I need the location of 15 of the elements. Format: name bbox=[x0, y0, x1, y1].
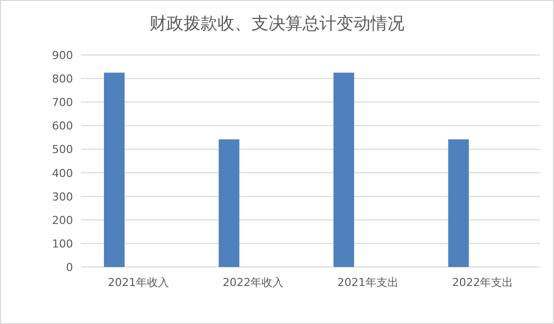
y-tick-label: 300 bbox=[52, 190, 73, 204]
y-tick-label: 100 bbox=[52, 237, 73, 250]
x-tick-label: 2021年支出 bbox=[337, 276, 398, 289]
x-tick-label: 2022年收入 bbox=[222, 276, 284, 289]
y-tick-label: 800 bbox=[52, 72, 73, 86]
chart-title: 财政拨款收、支决算总计变动情况 bbox=[150, 14, 404, 34]
y-tick-label: 700 bbox=[52, 96, 73, 110]
x-tick-label: 2021年收入 bbox=[108, 276, 169, 289]
y-tick-label: 0 bbox=[66, 261, 73, 274]
y-tick-label: 500 bbox=[52, 143, 73, 156]
x-tick-label: 2022年支出 bbox=[452, 276, 514, 289]
y-tick-label: 200 bbox=[52, 214, 73, 227]
y-tick-label: 600 bbox=[52, 120, 73, 133]
y-tick-label: 400 bbox=[52, 166, 73, 180]
y-tick-label: 900 bbox=[52, 49, 73, 62]
